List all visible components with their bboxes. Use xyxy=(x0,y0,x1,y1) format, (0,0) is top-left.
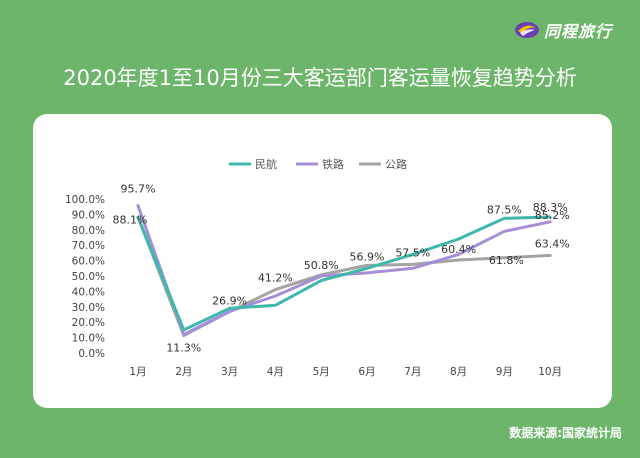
chart-series xyxy=(136,204,552,338)
data-label: 61.8% xyxy=(489,254,524,267)
chart-panel: 民航 铁路 公路 0.0% 10.0% 20.0% 30.0% 40.0% 50.0% 60.0… xyxy=(33,114,612,408)
x-tick-label: 9月 xyxy=(496,366,513,378)
y-tick-label: 40.0% xyxy=(72,286,105,298)
data-label: 57.5% xyxy=(395,246,430,259)
legend-label: 民航 xyxy=(255,157,277,171)
y-tick-label: 60.0% xyxy=(72,256,105,268)
data-label: 95.7% xyxy=(121,183,156,196)
x-tick-label: 5月 xyxy=(313,366,330,378)
brand-logo: 同程旅行 xyxy=(514,18,612,42)
x-tick-label: 4月 xyxy=(267,366,284,378)
data-label: 56.9% xyxy=(350,250,385,263)
y-tick-label: 70.0% xyxy=(72,240,105,252)
x-tick-label: 1月 xyxy=(129,366,146,378)
data-label: 50.8% xyxy=(304,259,339,272)
brand-name: 同程旅行 xyxy=(544,22,613,41)
y-tick-label: 0.0% xyxy=(78,348,105,360)
data-label: 60.4% xyxy=(441,243,476,256)
tongcheng-logo-icon xyxy=(515,22,539,38)
source-note: 数据来源:国家统计局 xyxy=(509,426,622,440)
data-label: 87.5% xyxy=(487,203,522,216)
x-tick-label: 3月 xyxy=(221,366,238,378)
data-label: 88.1% xyxy=(113,213,148,226)
series-line xyxy=(136,215,552,338)
y-tick-label: 90.0% xyxy=(72,209,105,221)
line-chart: 民航 铁路 公路 0.0% 10.0% 20.0% 30.0% 40.0% 50.0% 60.0… xyxy=(65,157,570,378)
y-tick-label: 50.0% xyxy=(72,271,105,283)
data-label: 26.9% xyxy=(212,295,247,308)
data-label: 11.3% xyxy=(166,342,201,355)
legend-label: 公路 xyxy=(385,158,407,171)
x-tick-label: 7月 xyxy=(404,366,421,378)
x-tick-label: 6月 xyxy=(358,366,375,378)
data-label: 85.2% xyxy=(535,209,570,222)
y-tick-label: 20.0% xyxy=(72,317,105,329)
chart-data-labels: 95.7% 88.1% 11.3% 26.9% 41.2% 50.8% 56.9% 57.5%… xyxy=(113,183,570,355)
x-tick-label: 10月 xyxy=(538,366,562,378)
x-tick-label: 2月 xyxy=(175,366,192,378)
y-tick-label: 100.0% xyxy=(65,194,105,206)
series-line xyxy=(136,215,552,332)
page-title: 2020年度1至10月份三大客运部门客运量恢复趋势分析 xyxy=(63,66,577,90)
x-tick-label: 8月 xyxy=(450,366,467,378)
y-tick-label: 10.0% xyxy=(72,333,105,345)
legend-label: 铁路 xyxy=(322,158,344,171)
chart-legend: 民航 铁路 公路 xyxy=(229,157,407,171)
y-tick-label: 80.0% xyxy=(72,225,105,237)
data-label: 63.4% xyxy=(535,237,570,250)
data-label: 41.2% xyxy=(258,272,293,285)
chart-axes: 0.0% 10.0% 20.0% 30.0% 40.0% 50.0% 60.0% 70.0% 8… xyxy=(65,194,562,378)
y-tick-label: 30.0% xyxy=(72,302,105,314)
data-label: 88.3% xyxy=(533,201,568,214)
